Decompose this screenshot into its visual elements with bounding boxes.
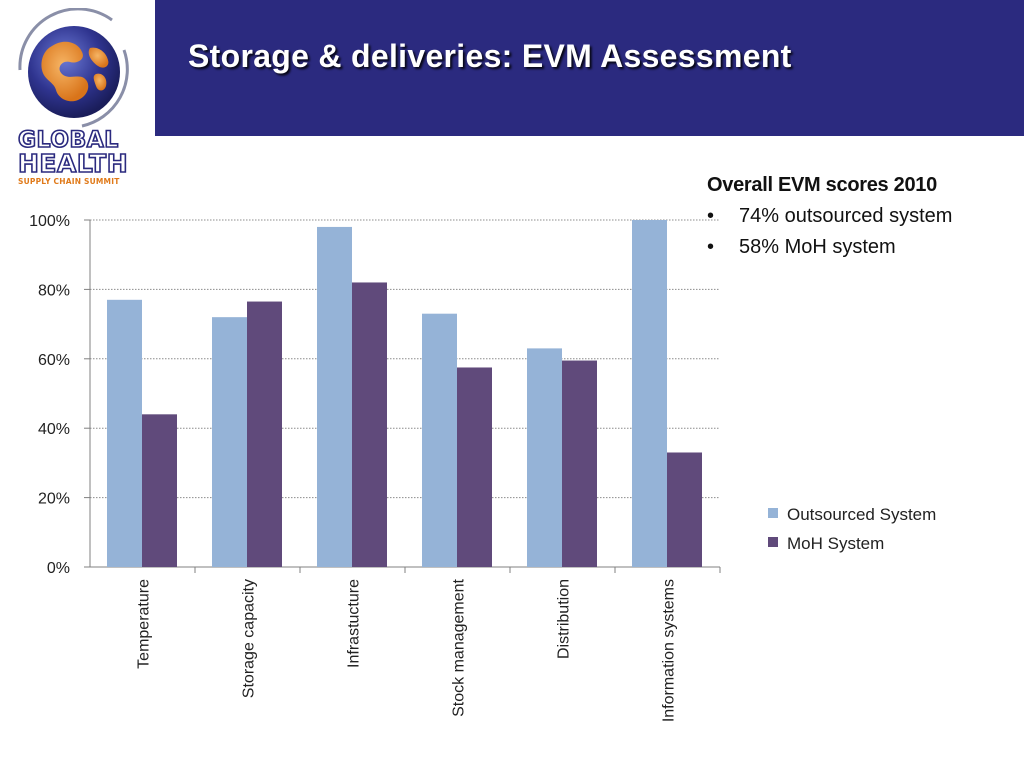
- bar-outsourced: [632, 220, 667, 567]
- bar-moh: [667, 452, 702, 567]
- header-band: [155, 0, 1024, 136]
- notes-item-text: 58% MoH system: [739, 236, 896, 258]
- category-label: Distribution: [556, 579, 573, 659]
- category-label: Temperature: [136, 579, 153, 669]
- legend-label: MoH System: [787, 534, 884, 553]
- y-tick-label: 0%: [47, 560, 70, 577]
- y-tick-label: 20%: [38, 491, 70, 508]
- y-tick-label: 60%: [38, 352, 70, 369]
- global-health-logo: [12, 7, 148, 190]
- bar-moh: [352, 282, 387, 567]
- bar-outsourced: [422, 313, 457, 567]
- bar-moh: [562, 360, 597, 567]
- bar-outsourced: [212, 317, 247, 567]
- slide-title: Storage & deliveries: EVM Assessment: [188, 38, 792, 74]
- bar-outsourced: [107, 299, 142, 567]
- bullet-icon: •: [707, 205, 715, 227]
- notes-item-outsourced: • 74% outsourced system: [707, 201, 952, 232]
- overall-scores-notes: Overall EVM scores 2010 • 74% outsourced …: [707, 174, 952, 263]
- notes-item-text: 74% outsourced system: [739, 205, 953, 227]
- logo-text-subtitle: SUPPLY CHAIN SUMMIT: [18, 177, 120, 186]
- category-label: Stock management: [451, 578, 468, 716]
- bar-outsourced: [527, 348, 562, 567]
- category-label: Infrastucture: [346, 579, 363, 668]
- bar-moh: [142, 414, 177, 567]
- logo-text-global: GLOBAL: [17, 128, 119, 153]
- y-tick-label: 100%: [29, 213, 70, 230]
- bar-moh: [247, 301, 282, 567]
- bar-moh: [457, 367, 492, 567]
- notes-item-moh: • 58% MoH system: [707, 232, 952, 263]
- notes-heading: Overall EVM scores 2010: [707, 174, 937, 196]
- legend-swatch: [768, 508, 778, 518]
- globe-icon: [18, 7, 129, 128]
- legend-label: Outsourced System: [787, 505, 936, 524]
- category-label: Storage capacity: [241, 579, 258, 698]
- legend-swatch: [768, 537, 778, 547]
- y-tick-label: 40%: [38, 421, 70, 438]
- y-tick-label: 80%: [38, 282, 70, 299]
- bar-outsourced: [317, 226, 352, 567]
- bullet-icon: •: [707, 236, 715, 258]
- logo-text-health: HEALTH: [17, 149, 129, 178]
- category-label: Information systems: [661, 579, 678, 722]
